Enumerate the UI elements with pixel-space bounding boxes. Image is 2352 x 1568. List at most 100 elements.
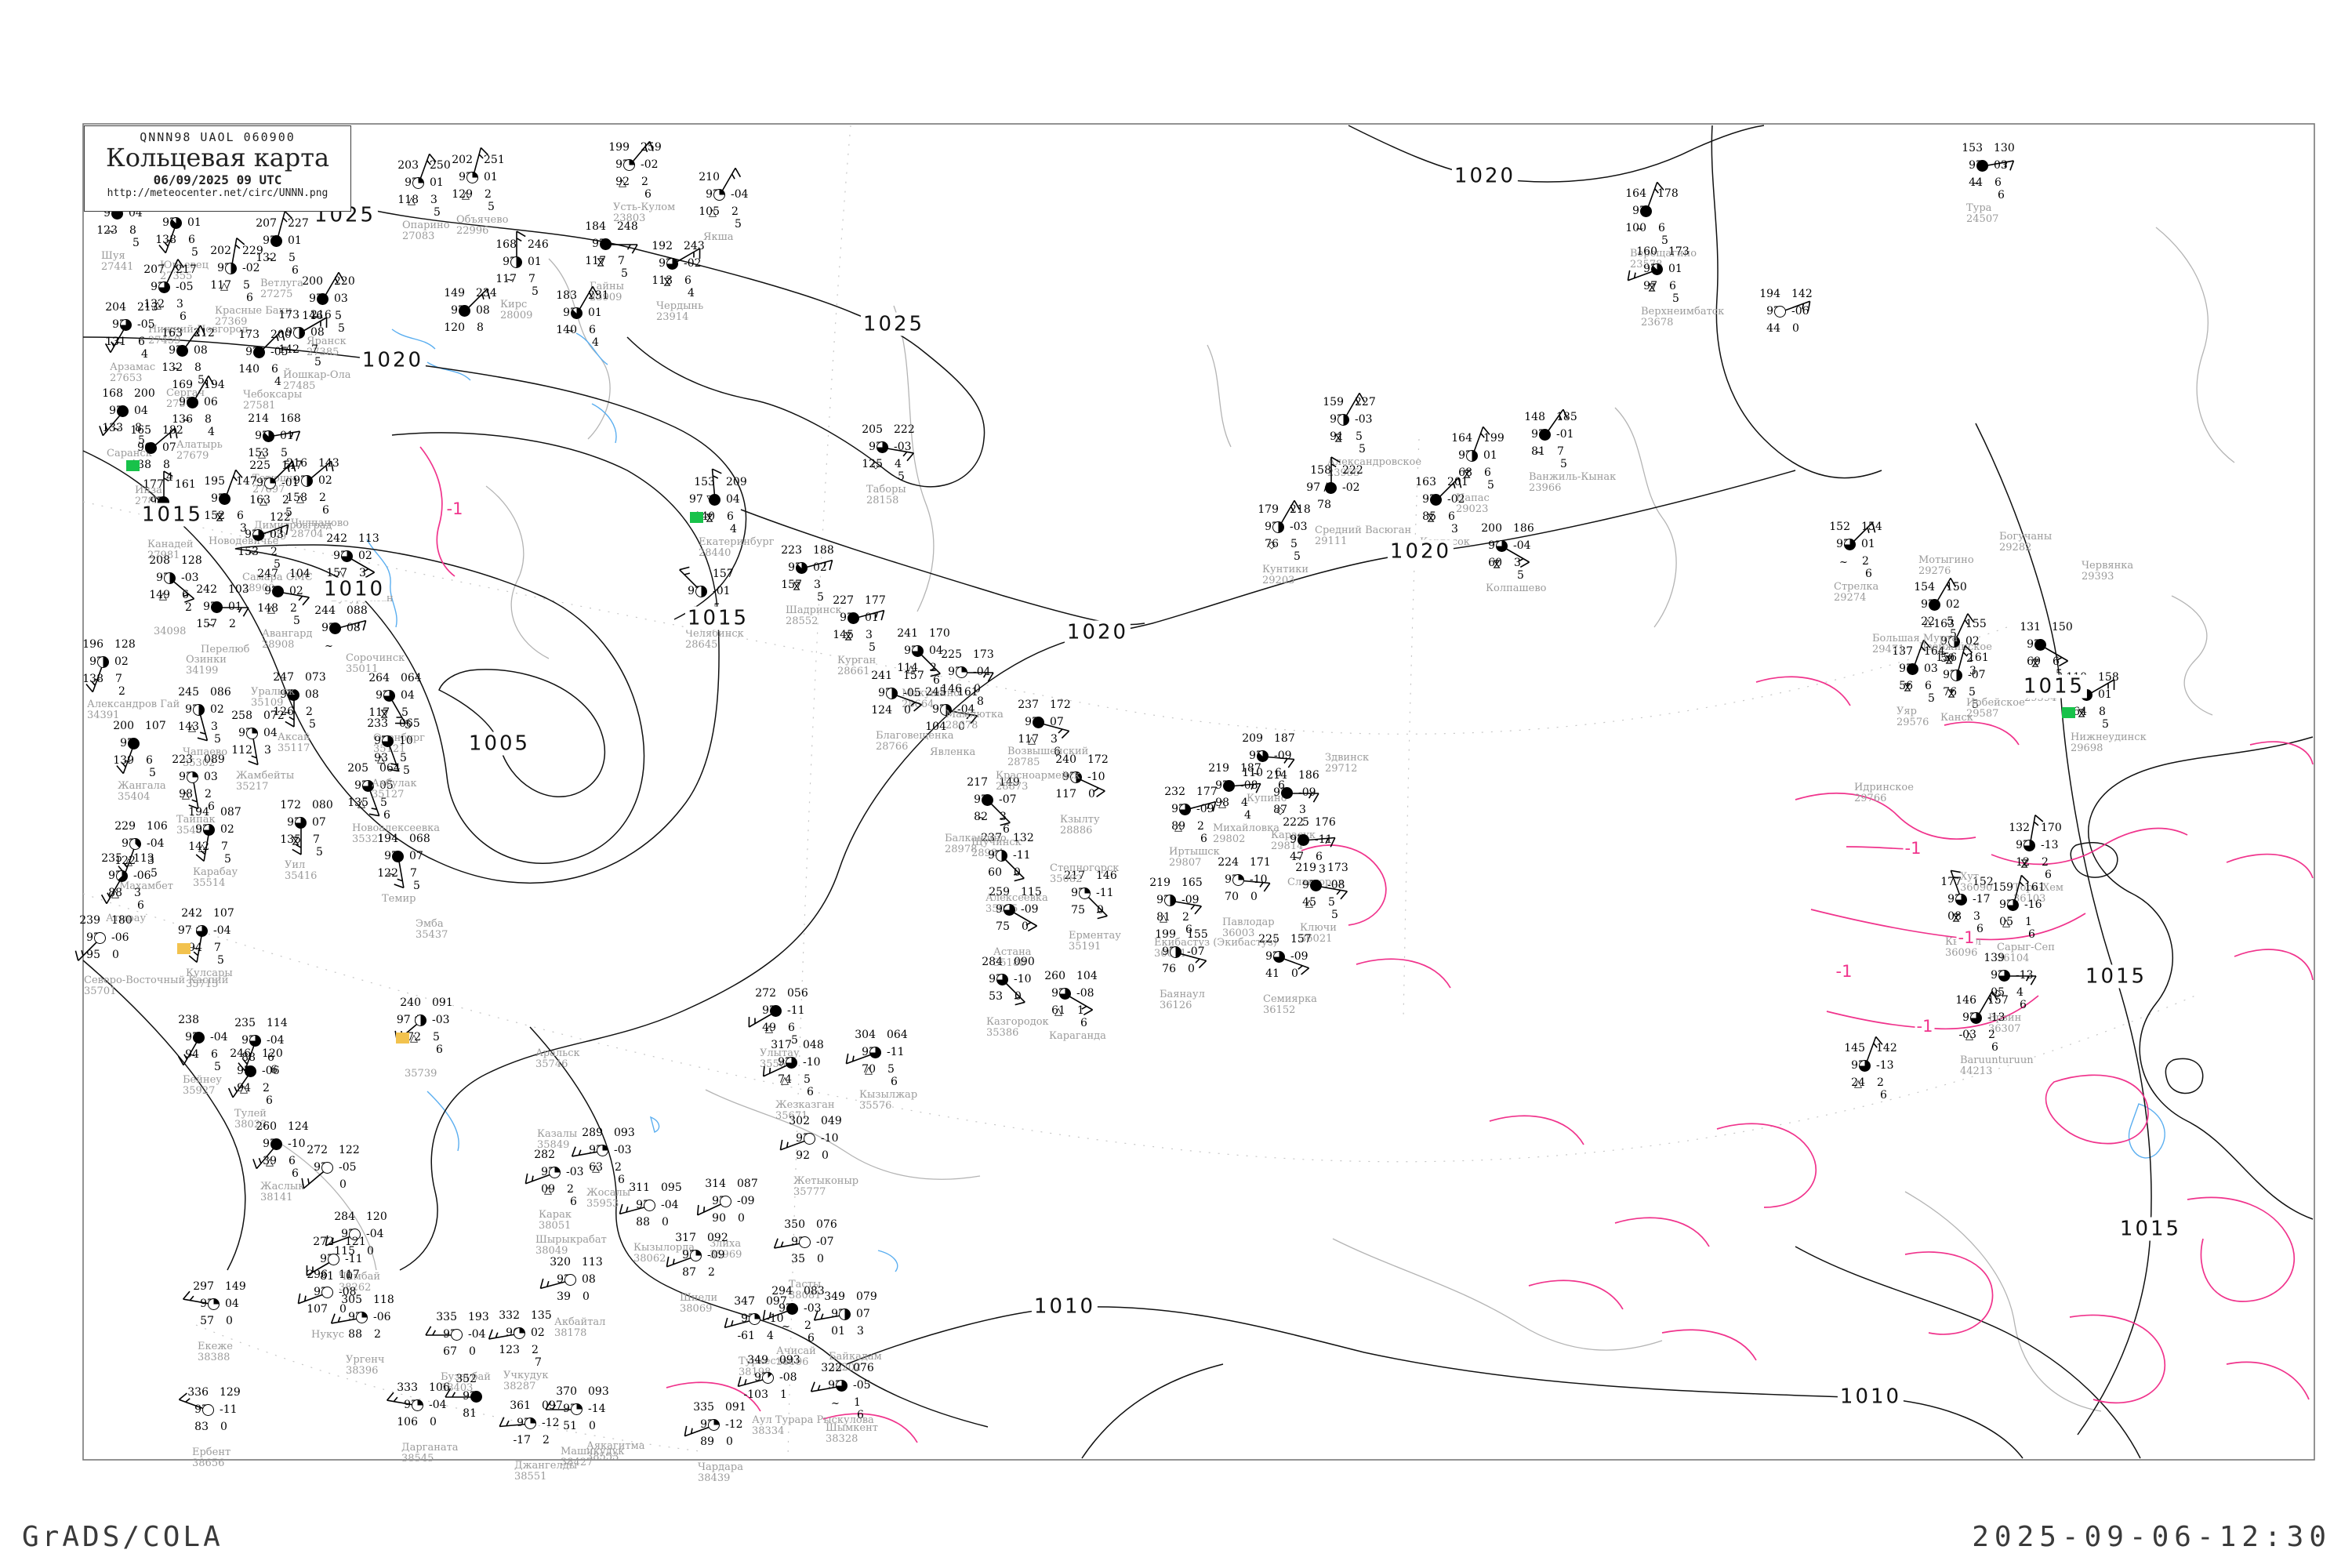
station-tendency: -09 (1290, 950, 1308, 963)
station-dewpoint: 75 (996, 920, 1010, 933)
station-temperature: 199 (1155, 928, 1176, 941)
place-name: Богучаны (1999, 531, 2053, 543)
station-plot: 332135960212327Учкудук38287 (469, 1308, 586, 1395)
station-index: 35927 (183, 1085, 216, 1097)
station-dewpoint: 81 (463, 1407, 477, 1420)
place-name: Аякагитма (586, 1440, 645, 1452)
station-pressure: 177 (865, 594, 886, 607)
station-tendency: -16 (2024, 898, 2042, 911)
station-tendency: -09 (1021, 903, 1039, 916)
station-pressure: 186 (1513, 522, 1534, 535)
station-pressure: 076 (853, 1362, 874, 1374)
station-cloud-amount: 5 (804, 1073, 811, 1086)
place-label: Озинки 34199 (186, 655, 227, 677)
station-dewpoint: 68 (1458, 466, 1472, 479)
station-pressure: 173 (973, 648, 994, 661)
cloud-genus-icon: △ (709, 207, 717, 219)
cloud-genus-icon: ~ (831, 1398, 840, 1410)
station-cloud-height: 5 (488, 201, 495, 213)
place-index: 35437 (416, 929, 448, 941)
station-name: Чапаево (183, 746, 228, 758)
cloud-cover-circle-icon (1325, 482, 1337, 494)
station-pressure: 106 (429, 1381, 450, 1394)
cloud-cover-circle-icon (799, 1236, 811, 1248)
station-pressure: 065 (399, 717, 420, 730)
station-name: Ванжиль-Кынак (1529, 471, 1617, 483)
station-cloud-height: 6 (292, 1167, 299, 1180)
station-index: 27385 (307, 347, 339, 358)
station-cloud-height: 5 (132, 237, 140, 249)
station-temperature: 335 (693, 1401, 714, 1414)
station-pressure: 149 (999, 776, 1020, 789)
station-temperature: 222 (1283, 816, 1304, 829)
station-tendency: 07 (409, 850, 423, 862)
station-temperature: 246 (230, 1047, 251, 1060)
station-pressure: 107 (213, 907, 234, 920)
station-name: Чимбай (339, 1271, 381, 1283)
map-title: Кольцевая карта (105, 143, 330, 172)
station-pressure: 087 (220, 806, 241, 818)
station-cloud-amount: 0 (1250, 891, 1258, 903)
place-index: 29282 (1999, 542, 2032, 554)
station-pressure: 128 (181, 554, 202, 567)
cloud-genus-icon: ~ (115, 337, 124, 349)
station-cloud-amount: 0 (822, 1149, 829, 1162)
cloud-cover-circle-icon (328, 1254, 339, 1265)
station-pressure: 250 (430, 159, 451, 172)
station-cloud-amount: 6 (1484, 466, 1491, 479)
station-dewpoint: 89 (1171, 820, 1185, 833)
station-temperature: 242 (196, 583, 217, 596)
station-cloud-height: 4 (141, 348, 148, 361)
cloud-genus-icon: △ (182, 789, 190, 801)
cloud-genus-icon: △ (1305, 898, 1313, 909)
station-dewpoint: 97 (1643, 280, 1657, 292)
station-index: 38062 (633, 1253, 666, 1265)
station-name: Щучинск (971, 837, 1022, 848)
station-tendency: 02 (220, 823, 234, 836)
station-temperature: 317 (771, 1039, 792, 1051)
station-temperature: 173 (278, 309, 299, 321)
cloud-cover-circle-icon (1170, 946, 1181, 958)
station-cloud-height: 6 (2020, 999, 2027, 1011)
station-cloud-amount: 2 (1862, 555, 1869, 568)
station-name: Ербент (192, 1446, 231, 1458)
station-temperature: 235 (234, 1017, 256, 1029)
cloud-cover-circle-icon (708, 1419, 720, 1431)
place-name: Возвышенский (1007, 746, 1089, 757)
station-cloud-height: 5 (274, 558, 281, 571)
station-tendency: 08 (582, 1273, 596, 1286)
station-index: 22996 (456, 225, 489, 237)
place-name: Красноармейск (996, 770, 1080, 782)
cloud-cover-circle-icon (597, 1145, 608, 1156)
station-pressure: 121 (345, 1236, 366, 1248)
station-pressure: 200 (270, 328, 292, 341)
cloud-genus-icon: △ (462, 190, 470, 201)
station-cloud-height: 5 (316, 846, 323, 858)
station-cloud-amount: 8 (477, 321, 484, 334)
front-contour-label: -1 (1915, 1016, 1935, 1036)
cloud-genus-icon: △ (907, 663, 915, 675)
station-pressure: 113 (358, 532, 379, 545)
station-dewpoint: 67 (443, 1345, 457, 1358)
station-tendency: -06 (111, 931, 129, 944)
cloud-cover-circle-icon (786, 1303, 798, 1315)
isobar-label: 1015 (2082, 964, 2150, 989)
station-cloud-amount: 6 (684, 274, 691, 287)
station-dewpoint: 56 (1899, 680, 1913, 692)
station-temperature: 224 (1218, 856, 1239, 869)
station-index: 27083 (402, 230, 435, 242)
cloud-cover-circle-icon (263, 430, 274, 442)
station-cloud-height: 5 (1950, 628, 1957, 641)
station-temperature: 333 (397, 1381, 418, 1394)
station-pressure: 171 (1250, 856, 1271, 869)
station-cloud-amount: 6 (138, 336, 145, 348)
station-temperature: 223 (781, 544, 802, 557)
